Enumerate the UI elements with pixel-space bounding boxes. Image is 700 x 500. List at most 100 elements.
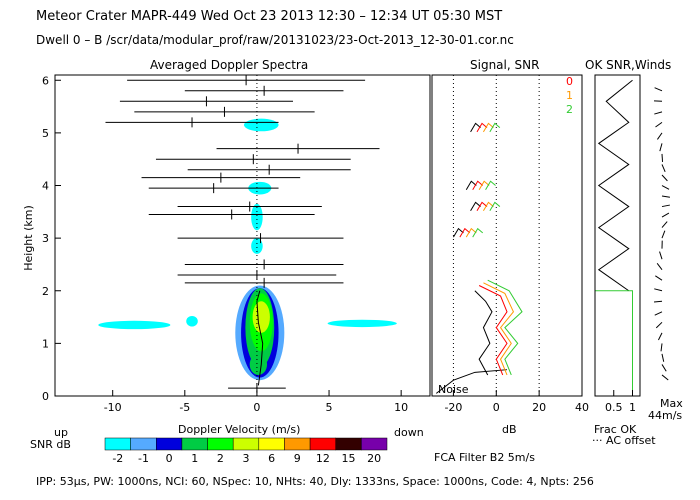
footer-params: IPP: 53μs, PW: 1000ns, NCI: 60, NSpec: 1… [36,475,594,488]
spectral-blob [327,319,397,328]
wind-barb [660,343,663,352]
ok-label-0: 0 [566,75,573,88]
header-line-1: Meteor Crater MAPR-449 Wed Oct 23 2013 1… [36,9,503,24]
winds-plot: 0.5 1 [594,74,670,414]
x-tick-label: 0 [253,401,260,414]
wind-barb [655,121,663,128]
signal-frame [431,74,583,397]
spectral-blob [252,301,270,333]
x-tick-label: 10 [394,401,408,414]
noise-label: Noise [438,383,469,396]
doppler-frame [54,74,431,397]
wind-barb [657,332,663,341]
winds-x-tick-label: 1 [629,401,636,414]
snr-mark [476,122,488,133]
colorbar-tick-label: 0 [166,452,173,465]
x-tick-label: 5 [326,401,333,414]
down-label: down [394,426,424,439]
max-label: Max [660,397,683,410]
wind-barb [654,87,663,92]
header-line-2: Dwell 0 – B /scr/data/modular_prof/raw/2… [36,33,514,47]
colorbar-tick-label: 1 [191,452,198,465]
wind-barb [653,300,663,303]
doppler-panel-title: Averaged Doppler Spectra [150,58,309,72]
snr-mark [472,227,484,238]
colorbar-swatch [130,437,157,451]
x-axis-label: Doppler Velocity (m/s) [178,423,301,436]
colorbar-tick-label: 20 [367,452,381,465]
snr-series-noise [435,369,508,394]
snr-mark [478,180,490,190]
wind-barb [655,275,663,281]
spectral-blob [98,320,171,330]
snr-mark [459,227,471,238]
snr-colorbar: -2 -1 0 1 2 3 6 9 12 15 20 [104,437,388,465]
spectral-blob [251,203,263,231]
snr-db-label: SNR dB [30,438,71,451]
snr-x-tick-label: 40 [575,401,589,414]
wind-barb [661,195,670,198]
snr-series-snr-1 [483,282,515,376]
snr-mark [489,122,501,133]
winds-frame [594,74,641,397]
colorbar-swatch [104,437,131,451]
wind-barb [661,364,667,372]
colorbar-tick-label: 12 [316,452,330,465]
snr-axis-label: dB [502,423,517,436]
snr-series-snr-2 [487,279,523,376]
wind-barb [654,311,663,316]
snr-mark [470,122,481,133]
doppler-plot: -10 -5 0 5 10 0 1 2 3 4 5 6 [42,74,431,414]
wind-barb [661,212,670,218]
y-tick-label: 2 [42,285,49,298]
spectral-blob [251,238,263,254]
wind-barb [661,204,670,208]
snr-mark [465,227,477,238]
snr-x-tick-label: -20 [444,401,462,414]
colorbar-tick-label: 15 [342,452,356,465]
y-tick-label: 3 [42,232,49,245]
wind-barb [661,374,669,381]
snr-x-tick-label: 20 [532,401,546,414]
colorbar-tick-label: -2 [112,452,123,465]
colorbar-swatch [284,437,311,451]
fca-filter-label: FCA Filter B2 5m/s [434,451,535,464]
ok-label-1: 1 [566,89,573,102]
wind-barb [654,288,663,292]
wind-barb [654,111,663,115]
colorbar-swatch [335,437,362,451]
winds-series-snr-2 [595,290,633,391]
colorbar-tick-label: 2 [217,452,224,465]
wind-barb [661,353,665,362]
colorbar-swatch [232,437,260,451]
colorbar-swatch [156,437,183,451]
x-tick-label: -5 [179,401,190,414]
snr-mark [470,201,481,212]
wind-barb [661,174,668,182]
y-tick-label: 0 [42,390,49,403]
wind-barb [661,221,668,228]
max-value: 44m/s [648,409,683,422]
snr-x-tick-label: 0 [493,401,500,414]
y-tick-label: 6 [42,74,49,87]
winds-x-tick-label: 0.5 [605,401,623,414]
wind-barb [656,263,663,271]
colorbar-swatch [361,437,388,451]
signal-plot: -20 0 20 40 [431,74,589,414]
snr-mark [472,180,484,190]
spectral-blob [249,353,268,375]
ac-offset-label: ··· AC offset [592,434,656,447]
snr-series-snr-0 [478,285,508,376]
wind-barb [661,185,670,190]
snr-mark [489,201,501,212]
colorbar-tick-label: 9 [294,452,301,465]
colorbar-tick-label: -1 [138,452,149,465]
snr-mark [485,180,496,190]
snr-mark [476,201,488,212]
snr-mark [482,122,494,133]
wind-barb [661,164,666,173]
snr-series-signal [474,290,493,376]
wind-barb [657,132,663,140]
colorbar-tick-label: 3 [243,452,250,465]
